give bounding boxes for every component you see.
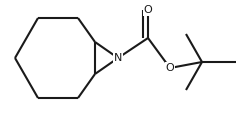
Text: O: O xyxy=(165,63,174,73)
Text: O: O xyxy=(143,5,152,15)
Text: N: N xyxy=(113,53,122,63)
